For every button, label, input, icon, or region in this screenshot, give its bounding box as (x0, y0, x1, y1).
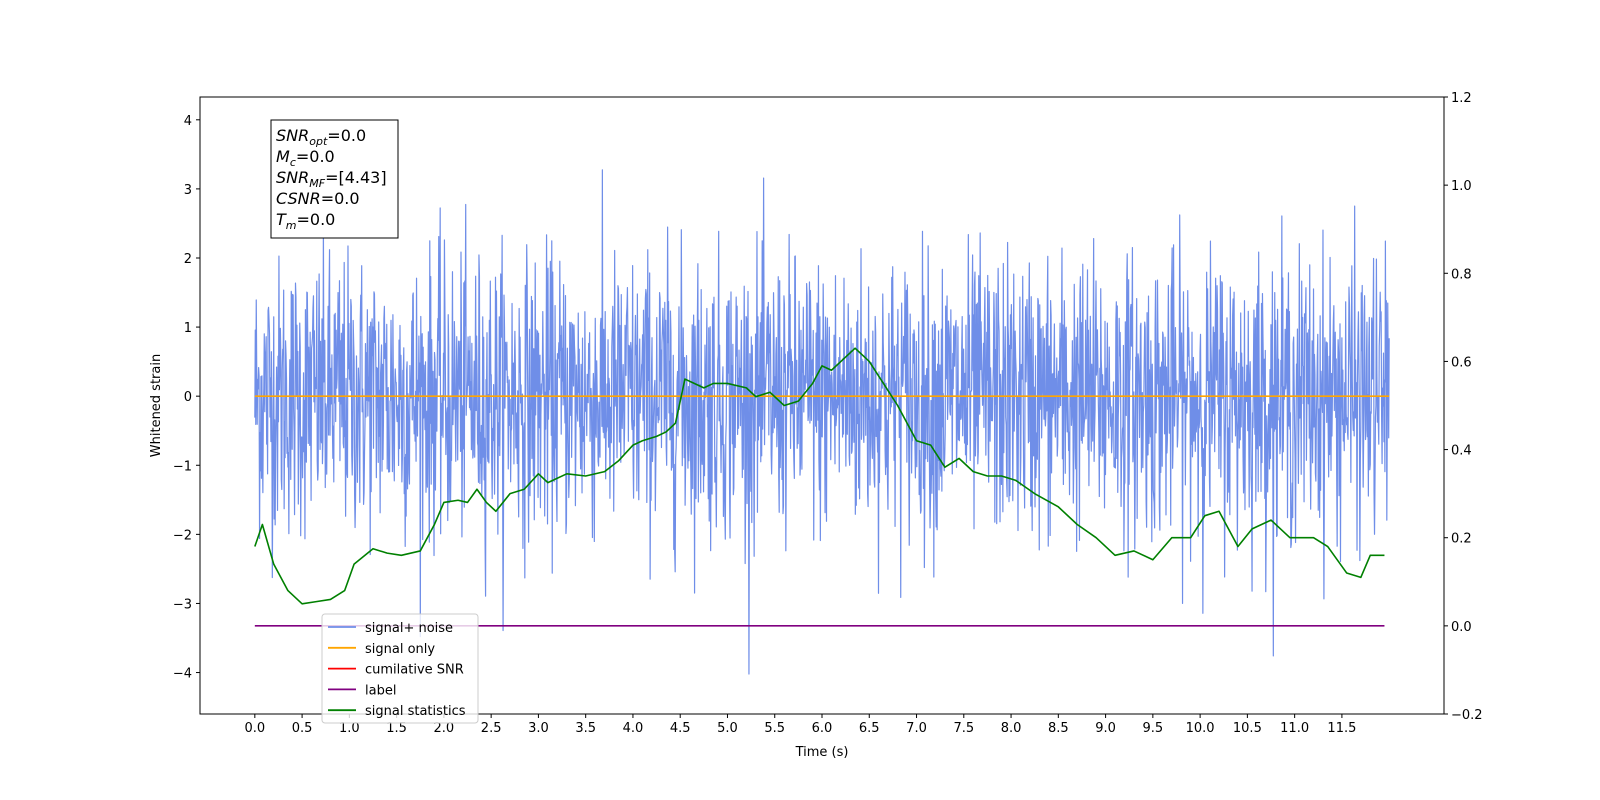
y2-tick-label: 0.4 (1451, 444, 1472, 459)
y-tick-label: −2 (173, 528, 192, 543)
annotation-line: SNRopt=0.0 (276, 126, 366, 148)
x-tick-label: 8.0 (1001, 721, 1022, 736)
series-line-signal-statistics (254, 347, 1385, 605)
x-tick-label: 11.5 (1327, 721, 1356, 736)
legend-entry: label (365, 683, 396, 698)
y2-tick-label: 0.2 (1451, 532, 1472, 547)
y2-tick-label: 0.6 (1451, 355, 1472, 370)
x-tick-label: 3.0 (528, 721, 549, 736)
legend-entry: cumilative SNR (365, 663, 464, 678)
x-axis: 0.0 0.5 1.0 1.5 2.0 2.5 3.0 3.5 4.0 4.5 5.0 5.5 6.0 6… (244, 714, 1356, 736)
x-tick-label: 10.5 (1233, 721, 1262, 736)
y-axis-left: 4 3 2 1 0 −1 −2 −3 −4 (173, 114, 200, 682)
y-axis-right: 1.2 1.0 0.8 0.6 0.4 0.2 0.0 −0.2 (1444, 91, 1483, 723)
x-tick-label: 2.5 (481, 721, 502, 736)
legend-entry: signal+ noise (365, 621, 453, 636)
annotation-line: Tm=0.0 (276, 210, 335, 232)
x-tick-label: 0.5 (292, 721, 313, 736)
x-tick-label: 5.0 (717, 721, 738, 736)
annotation-frame (270, 119, 399, 239)
x-tick-label: 2.0 (434, 721, 455, 736)
x-tick-label: 6.0 (812, 721, 833, 736)
x-tick-label: 3.5 (575, 721, 596, 736)
plot-layer (254, 169, 1390, 675)
legend-entry: signal only (365, 642, 435, 657)
y2-tick-label: 1.0 (1451, 179, 1472, 194)
y2-tick-label: −0.2 (1451, 708, 1483, 723)
x-tick-label: 8.5 (1048, 721, 1069, 736)
x-tick-label: 10.0 (1186, 721, 1215, 736)
x-tick-label: 11.0 (1280, 721, 1309, 736)
y2-tick-label: 0.8 (1451, 267, 1472, 282)
y-tick-label: −1 (173, 459, 192, 474)
y-tick-label: 4 (184, 114, 192, 129)
x-tick-label: 4.0 (623, 721, 644, 736)
x-tick-label: 7.0 (906, 721, 927, 736)
y-tick-label: −3 (173, 597, 192, 612)
series-line-signal-noise (254, 169, 1390, 675)
y-tick-label: 2 (184, 252, 192, 267)
y-tick-label: 3 (184, 183, 192, 198)
x-tick-label: 4.5 (670, 721, 691, 736)
x-tick-label: 9.0 (1095, 721, 1116, 736)
x-tick-label: 9.5 (1143, 721, 1164, 736)
x-tick-label: 5.5 (764, 721, 785, 736)
x-tick-label: 1.5 (386, 721, 407, 736)
y2-tick-label: 0.0 (1451, 620, 1472, 635)
legend-entry: signal statistics (365, 704, 466, 719)
x-tick-label: 6.5 (859, 721, 880, 736)
legend: signal+ noise signal only cumilative SNR la… (321, 613, 479, 724)
annotation-line: Mc=0.0 (276, 147, 335, 169)
y-tick-label: −4 (173, 667, 192, 682)
y-axis-label: Whitened strain (149, 354, 164, 457)
y2-tick-label: 1.2 (1451, 91, 1472, 106)
y-tick-label: 1 (184, 321, 192, 336)
annotation-line: CSNR=0.0 (276, 189, 360, 208)
x-tick-label: 1.0 (339, 721, 360, 736)
x-axis-label: Time (s) (795, 745, 849, 760)
x-tick-label: 0.0 (244, 721, 265, 736)
legend-frame (321, 613, 479, 724)
x-tick-label: 7.5 (953, 721, 974, 736)
y-tick-label: 0 (184, 390, 192, 405)
annotation-line: SNRMF=[4.43] (276, 168, 387, 190)
